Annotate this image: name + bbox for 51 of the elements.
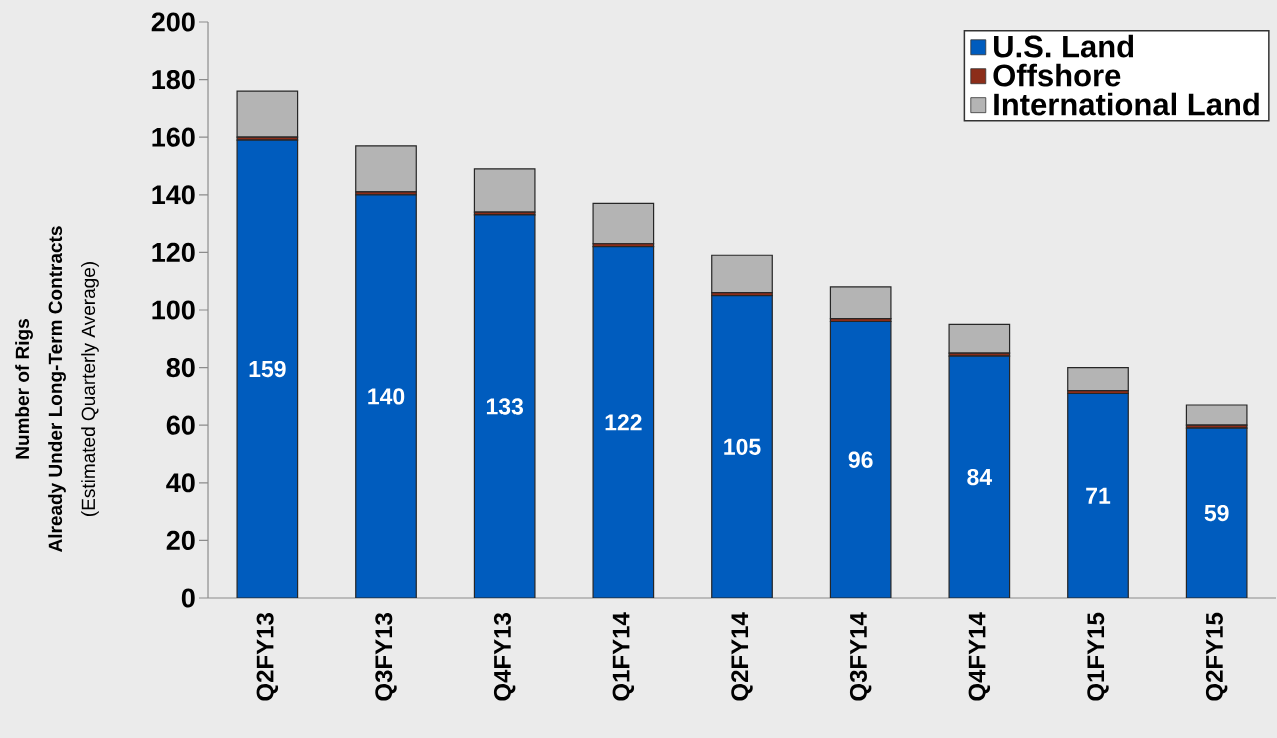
bar <box>236 139 299 598</box>
bar <box>948 323 1011 354</box>
bar <box>948 355 1011 598</box>
legend-label: Offshore <box>993 63 1121 87</box>
bar <box>355 194 417 598</box>
bar <box>473 168 536 213</box>
x-tick-label: Q4FY13 <box>493 613 516 701</box>
bar <box>829 320 892 598</box>
data-label: 133 <box>486 398 524 415</box>
y-tick-label: 100 <box>152 300 195 320</box>
y-tick-label: 200 <box>151 12 195 32</box>
data-label: 105 <box>724 438 761 455</box>
bar <box>711 294 773 598</box>
data-label: 159 <box>249 360 286 378</box>
data-label: 84 <box>967 468 993 486</box>
data-label: 140 <box>368 388 405 405</box>
x-tick-label: Q2FY14 <box>731 612 753 701</box>
y-tick-label: 40 <box>166 473 195 493</box>
data-label: 59 <box>1204 504 1229 522</box>
bar <box>1185 404 1248 426</box>
bar <box>711 254 773 294</box>
x-tick-label: Q1FY15 <box>1087 612 1109 701</box>
bar <box>473 214 536 598</box>
bar <box>592 202 655 245</box>
y-tick-label: 0 <box>181 588 195 608</box>
bar <box>1067 392 1129 598</box>
legend-label: U.S. Land <box>994 34 1134 58</box>
y-tick-label: 180 <box>152 70 195 90</box>
y-axis-title: Number of Rigs Already Under Long-Term Contracts (Estimated Quarterly Average) <box>15 226 99 553</box>
legend-label: International Land <box>994 92 1259 116</box>
y-tick-label: 20 <box>166 530 195 550</box>
bar <box>1185 427 1248 598</box>
data-label: 96 <box>848 451 873 468</box>
bar <box>592 246 655 598</box>
x-tick-label: Q1FY14 <box>612 612 635 701</box>
x-tick-label: Q2FY15 <box>1205 612 1228 701</box>
bar <box>1067 366 1129 392</box>
bar <box>355 145 417 193</box>
x-tick-label: Q3FY14 <box>849 612 872 701</box>
x-tick-label: Q3FY13 <box>375 613 397 701</box>
y-tick-label: 140 <box>152 185 195 205</box>
y-tick-label: 80 <box>166 358 195 378</box>
x-tick-label: Q2FY13 <box>256 613 279 701</box>
bar <box>236 90 299 138</box>
y-tick-label: 120 <box>152 242 195 262</box>
y-tick-label: 60 <box>166 415 195 435</box>
data-label: 71 <box>1086 487 1111 504</box>
data-label: 122 <box>605 414 642 431</box>
y-tick-label: 160 <box>152 127 195 147</box>
x-tick-label: Q4FY14 <box>968 612 991 701</box>
bar <box>829 286 892 320</box>
